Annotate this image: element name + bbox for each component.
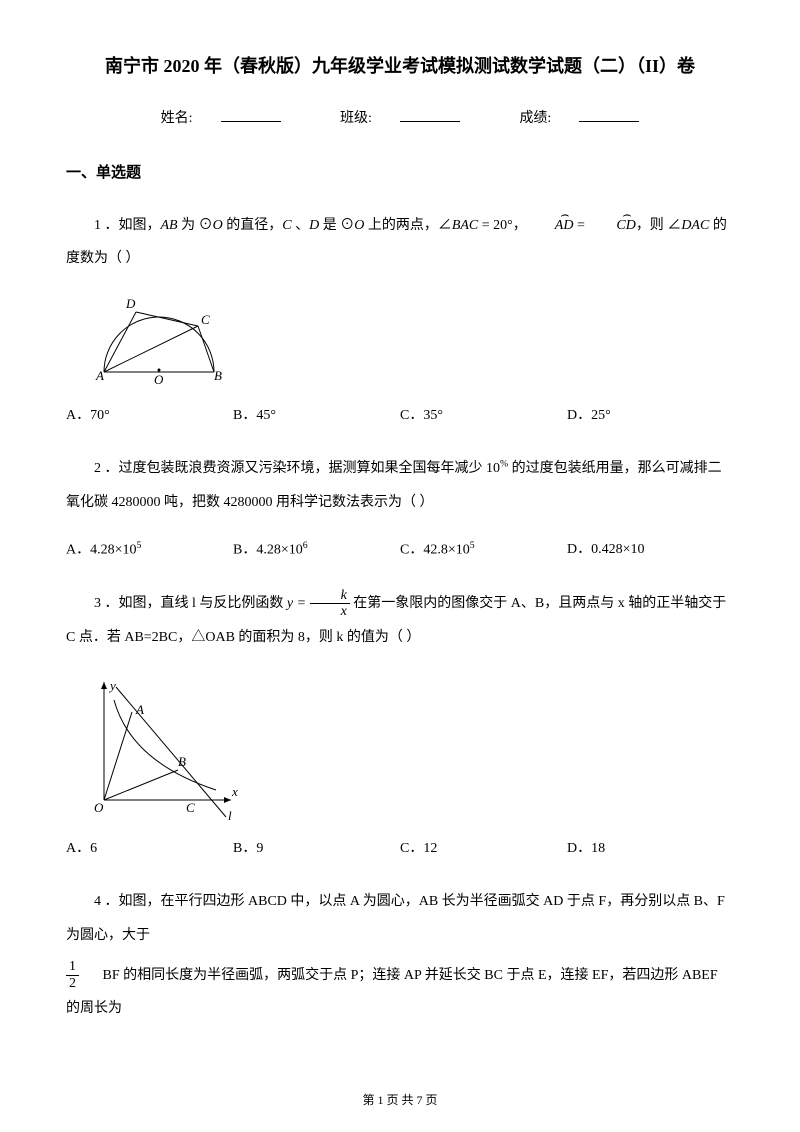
question-2: 2 ．过度包装既浪费资源又污染环境，据测算如果全国每年减少 10% 的过度包装纸… xyxy=(66,452,734,519)
question-3: 3 ．如图，直线 l 与反比例函数 y = kx 在第一象限内的图像交于 A、B… xyxy=(66,587,734,654)
q2-opt-b: B．4.28×106 xyxy=(233,537,400,563)
q2-options: A．4.28×105 B．4.28×106 C．42.8×105 D．0.428… xyxy=(66,537,734,563)
q1-opt-c: C．35° xyxy=(400,403,567,428)
q2-opt-a: A．4.28×105 xyxy=(66,537,233,563)
svg-text:C: C xyxy=(201,312,210,327)
svg-text:l: l xyxy=(228,808,232,822)
q3-opt-b: B．9 xyxy=(233,836,400,861)
q3-opt-c: C．12 xyxy=(400,836,567,861)
q3-opt-d: D．18 xyxy=(567,836,734,861)
question-1: 1 ．如图，AB 为 ⊙O 的直径，C 、D 是 ⊙O 上的两点，∠BAC = … xyxy=(66,209,734,276)
svg-text:B: B xyxy=(178,754,186,769)
svg-text:O: O xyxy=(94,800,104,815)
q1-opt-a: A．70° xyxy=(66,403,233,428)
svg-text:x: x xyxy=(231,784,238,799)
class-field: 班级: xyxy=(326,111,474,126)
q1-opt-b: B．45° xyxy=(233,403,400,428)
name-field: 姓名: xyxy=(147,111,295,126)
question-4-cont: 12 BF 的相同长度为半径画弧，两弧交于点 P；连接 AP 并延长交 BC 于… xyxy=(66,959,734,1026)
svg-text:A: A xyxy=(95,368,104,383)
section-heading: 一、单选题 xyxy=(66,160,734,187)
q3-options: A．6 B．9 C．12 D．18 xyxy=(66,836,734,861)
score-field: 成绩: xyxy=(505,111,653,126)
q2-opt-d: D．0.428×10 xyxy=(567,537,734,563)
info-line: 姓名: 班级: 成绩: xyxy=(66,106,734,131)
page-footer: 第 1 页 共 7 页 xyxy=(0,1090,800,1112)
svg-text:y: y xyxy=(108,678,116,693)
q1-options: A．70° B．45° C．35° D．25° xyxy=(66,403,734,428)
page-title: 南宁市 2020 年（春秋版）九年级学业考试模拟测试数学试题（二）（II）卷 xyxy=(66,50,734,82)
svg-text:C: C xyxy=(186,800,195,815)
q3-opt-a: A．6 xyxy=(66,836,233,861)
q2-opt-c: C．42.8×105 xyxy=(400,537,567,563)
svg-text:B: B xyxy=(214,368,222,383)
svg-text:O: O xyxy=(154,372,164,387)
question-4: 4 ．如图，在平行四边形 ABCD 中，以点 A 为圆心，AB 长为半径画弧交 … xyxy=(66,885,734,952)
svg-text:A: A xyxy=(135,702,144,717)
q3-figure: y x O A B C l xyxy=(86,672,734,822)
q1-opt-d: D．25° xyxy=(567,403,734,428)
q1-figure: A B O C D xyxy=(86,294,734,389)
svg-text:D: D xyxy=(125,296,136,311)
